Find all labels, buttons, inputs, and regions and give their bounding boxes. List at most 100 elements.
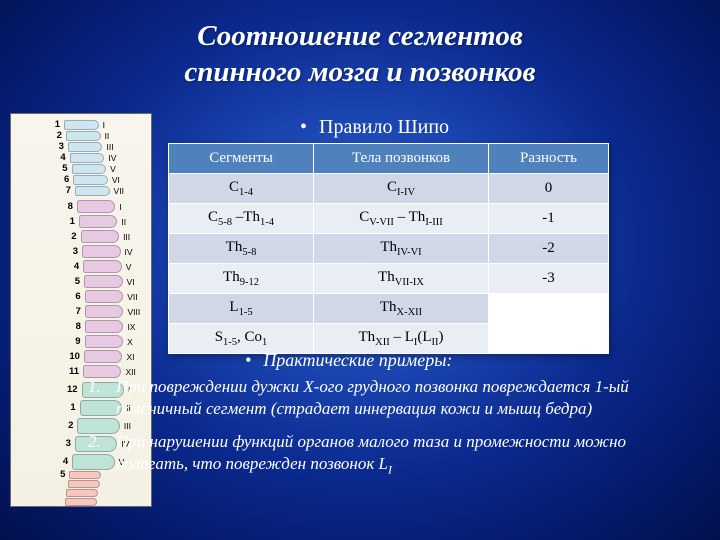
list-number: 2.	[88, 431, 101, 453]
vertebra-roman: I	[119, 202, 121, 212]
vertebra-shape	[77, 200, 116, 213]
vertebra-number: 5	[51, 469, 65, 480]
table-row: Th9-12ThVII-IX-3	[169, 264, 609, 294]
table-header: Сегменты	[169, 144, 314, 174]
vertebra-number: 3	[64, 246, 78, 257]
vertebra-number: 2	[48, 130, 62, 141]
vertebra-number: 6	[55, 174, 69, 185]
vertebra-roman: V	[126, 262, 132, 272]
vertebra-roman: II	[121, 217, 126, 227]
rule-label: Правило Шипо	[319, 116, 449, 138]
vertebra-roman: IV	[108, 153, 116, 163]
vertebra-number: 8	[67, 321, 81, 332]
vertebra-shape	[84, 350, 123, 363]
cell-diff	[489, 324, 609, 354]
vertebra-shape	[85, 290, 124, 303]
vertebra-number: 7	[67, 306, 81, 317]
vertebra-number: 8	[59, 201, 73, 212]
vertebra-number: 1	[62, 402, 76, 413]
vertebra-number: 1	[46, 119, 60, 130]
examples-heading-text: Практические примеры:	[263, 350, 452, 370]
vertebra-shape	[70, 153, 105, 163]
vertebra-roman: VI	[112, 175, 120, 185]
cell-segments: C1-4	[169, 174, 314, 204]
cell-diff: 0	[489, 174, 609, 204]
vertebra-number: 4	[54, 456, 68, 467]
cell-segments: Th9-12	[169, 264, 314, 294]
vertebra-shape	[66, 489, 98, 497]
vertebra-number: 3	[57, 438, 71, 449]
title-line-2: спинного мозга и позвонков	[184, 56, 535, 88]
vertebra-roman: VII	[127, 292, 137, 302]
vertebra-shape	[68, 142, 103, 152]
vertebra-number: 2	[59, 420, 73, 431]
example-sub: I	[388, 463, 392, 477]
rule-bullet: •Правило Шипо	[300, 116, 449, 139]
vertebra-number: 5	[66, 276, 80, 287]
cell-diff: -1	[489, 204, 609, 234]
cell-segments: S1-5, Co1	[169, 324, 314, 354]
cell-bodies: ThXII – LI(LII)	[314, 324, 489, 354]
cell-bodies: ThX-XII	[314, 294, 489, 324]
table-row: Th5-8ThIV-VI-2	[169, 234, 609, 264]
vertebra-shape	[65, 498, 97, 506]
cell-bodies: CV-VII – ThI-III	[314, 204, 489, 234]
vertebra-number: 4	[52, 152, 66, 163]
vertebra-roman: X	[127, 337, 133, 347]
cell-segments: C5-8 –Th1-4	[169, 204, 314, 234]
vertebra-roman: VI	[127, 277, 135, 287]
table-row: C1-4CI-IV0	[169, 174, 609, 204]
vertebra-shape	[75, 186, 110, 196]
vertebra-shape	[85, 305, 124, 318]
vertebra-shape	[66, 131, 101, 141]
vertebra-shape	[72, 164, 107, 174]
vertebra-number: 4	[65, 261, 79, 272]
list-number: 1.	[88, 376, 101, 398]
examples-list: 1. При повреждении дужки X-ого грудного …	[88, 376, 698, 489]
vertebra-number: 6	[67, 291, 81, 302]
cell-bodies: ThIV-VI	[314, 234, 489, 264]
vertebra-shape	[81, 230, 120, 243]
cell-diff: -3	[489, 264, 609, 294]
vertebra-roman: XII	[125, 367, 135, 377]
vertebra-number: 12	[64, 384, 78, 395]
vertebra-shape	[82, 245, 121, 258]
vertebra-number: 9	[67, 336, 81, 347]
cell-segments: L1-5	[169, 294, 314, 324]
cell-diff: -2	[489, 234, 609, 264]
vertebra-shape	[73, 175, 108, 185]
example-text: При повреждении дужки X-ого грудного поз…	[116, 377, 629, 418]
bullet-dot-icon: •	[300, 116, 319, 138]
page-title: Соотношение сегментов спинного мозга и п…	[0, 0, 720, 91]
table-header: Разность	[489, 144, 609, 174]
vertebra-roman: III	[123, 232, 130, 242]
vertebra-roman: IX	[127, 322, 135, 332]
vertebra-shape	[85, 335, 124, 348]
vertebra-roman: I	[103, 120, 105, 130]
bullet-dot-icon: •	[245, 350, 263, 370]
vertebra-roman: VII	[114, 186, 124, 196]
table-header: Тела позвонков	[314, 144, 489, 174]
vertebra-number: 2	[63, 231, 77, 242]
vertebra-roman: XI	[126, 352, 134, 362]
cell-bodies: CI-IV	[314, 174, 489, 204]
vertebra-shape	[79, 215, 118, 228]
vertebra-number: 10	[66, 351, 80, 362]
cell-segments: Th5-8	[169, 234, 314, 264]
vertebra-number: 1	[61, 216, 75, 227]
vertebra-roman: II	[105, 131, 110, 141]
vertebra-roman: III	[106, 142, 113, 152]
examples-heading: •Практические примеры:	[245, 350, 452, 371]
cell-diff	[489, 294, 609, 324]
vertebra-shape	[85, 320, 124, 333]
vertebra-roman: IV	[125, 247, 133, 257]
example-item: 1. При повреждении дужки X-ого грудного …	[88, 376, 698, 421]
vertebra-number: 11	[65, 366, 79, 377]
vertebra-number: 7	[57, 185, 71, 196]
example-item: 2. При нарушении функций органов малого …	[88, 431, 698, 479]
table-row: S1-5, Co1ThXII – LI(LII)	[169, 324, 609, 354]
cell-bodies: ThVII-IX	[314, 264, 489, 294]
vertebra-shape	[84, 275, 123, 288]
vertebra-shape	[83, 260, 122, 273]
vertebra-number: 3	[50, 141, 64, 152]
